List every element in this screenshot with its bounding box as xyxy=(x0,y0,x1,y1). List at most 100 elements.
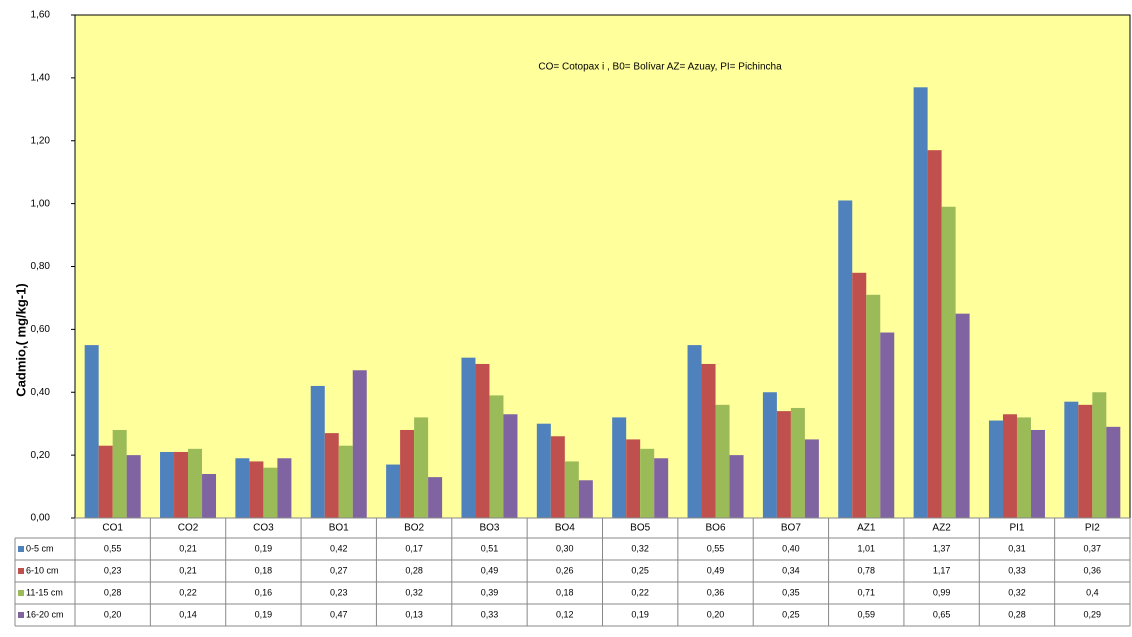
data-label: 0,28 xyxy=(405,565,423,575)
data-label: 0,12 xyxy=(556,609,574,619)
bar xyxy=(762,392,777,518)
bar xyxy=(626,439,641,518)
data-label: 0,20 xyxy=(707,609,725,619)
bar xyxy=(249,461,264,518)
y-tick-label: 0,20 xyxy=(31,450,51,461)
bar xyxy=(838,200,853,518)
data-label: 0,22 xyxy=(179,587,197,597)
data-label: 0,32 xyxy=(631,543,649,553)
legend-label: 11-15 cm xyxy=(26,587,63,597)
bar xyxy=(263,467,278,518)
bar xyxy=(235,458,250,518)
bar xyxy=(1016,417,1031,518)
legend-label: 6-10 cm xyxy=(26,565,59,575)
legend-key xyxy=(18,546,24,552)
data-label: 0,26 xyxy=(556,565,574,575)
x-tick-label: AZ2 xyxy=(932,523,951,534)
bar xyxy=(776,411,791,518)
bar xyxy=(852,272,867,518)
data-label: 0,20 xyxy=(104,609,122,619)
legend-label: 16-20 cm xyxy=(26,609,64,619)
bar xyxy=(927,150,942,518)
bar xyxy=(202,473,217,518)
bar xyxy=(1106,426,1121,518)
bar xyxy=(188,448,203,518)
data-label: 0,71 xyxy=(857,587,875,597)
bar xyxy=(913,87,928,519)
data-label: 0,14 xyxy=(179,609,197,619)
y-tick-label: 1,20 xyxy=(31,135,51,146)
y-axis-label: Cadmio,( mg/kg-1) xyxy=(13,283,28,396)
data-label: 0,35 xyxy=(782,587,800,597)
data-label: 0,27 xyxy=(330,565,348,575)
data-label: 0,17 xyxy=(405,543,423,553)
bar xyxy=(804,439,819,518)
data-label: 0,4 xyxy=(1086,587,1099,597)
data-label: 0,18 xyxy=(255,565,273,575)
data-label: 0,29 xyxy=(1084,609,1102,619)
data-label: 0,21 xyxy=(179,543,197,553)
data-label: 0,42 xyxy=(330,543,348,553)
bar xyxy=(701,363,716,518)
y-tick-label: 1,40 xyxy=(31,73,51,84)
data-label: 0,55 xyxy=(104,543,122,553)
x-tick-label: BO1 xyxy=(329,523,349,534)
data-label: 0,55 xyxy=(707,543,725,553)
data-label: 0,36 xyxy=(707,587,725,597)
data-label: 0,25 xyxy=(631,565,649,575)
plot-area xyxy=(74,14,1131,519)
x-tick-label: PI1 xyxy=(1009,523,1024,534)
data-label: 0,23 xyxy=(330,587,348,597)
bar xyxy=(654,458,669,518)
data-label: 0,19 xyxy=(255,609,273,619)
data-label: 0,47 xyxy=(330,609,348,619)
bar xyxy=(536,423,551,518)
data-label: 0,59 xyxy=(857,609,875,619)
data-label: 0,49 xyxy=(481,565,499,575)
bar xyxy=(310,385,325,518)
data-label: 0,31 xyxy=(1008,543,1026,553)
data-label: 0,40 xyxy=(782,543,800,553)
bar xyxy=(1092,392,1107,518)
y-tick-label: 1,00 xyxy=(31,198,51,209)
data-label: 0,19 xyxy=(631,609,649,619)
x-tick-label: AZ1 xyxy=(857,523,876,534)
bar xyxy=(550,436,565,518)
bar xyxy=(428,477,443,518)
bar xyxy=(880,332,895,518)
y-tick-label: 1,60 xyxy=(31,10,51,21)
data-label: 0,22 xyxy=(631,587,649,597)
bar xyxy=(790,407,805,518)
bar xyxy=(338,445,353,518)
data-label: 0,25 xyxy=(782,609,800,619)
data-label: 0,34 xyxy=(782,565,800,575)
data-label: 0,33 xyxy=(1008,565,1026,575)
bar xyxy=(324,433,339,518)
data-label: 0,16 xyxy=(255,587,273,597)
bar xyxy=(386,464,401,518)
bar xyxy=(866,294,881,518)
bar xyxy=(160,451,175,518)
bar xyxy=(174,451,189,518)
bar xyxy=(277,458,292,518)
data-label: 0,30 xyxy=(556,543,574,553)
bar xyxy=(400,429,415,518)
bar xyxy=(352,370,367,518)
data-label: 1,01 xyxy=(857,543,875,553)
data-label: 1,37 xyxy=(933,543,951,553)
x-tick-label: CO3 xyxy=(253,523,274,534)
data-label: 0,99 xyxy=(933,587,951,597)
data-label: 0,28 xyxy=(1008,609,1026,619)
x-tick-label: BO2 xyxy=(404,523,424,534)
data-label: 0,18 xyxy=(556,587,574,597)
y-tick-label: 0,60 xyxy=(31,324,51,335)
x-tick-label: BO5 xyxy=(630,523,650,534)
legend-key xyxy=(18,612,24,618)
data-label: 0,78 xyxy=(857,565,875,575)
bar xyxy=(461,357,476,518)
bar xyxy=(640,448,655,518)
bar xyxy=(1064,401,1079,518)
y-tick-label: 0,80 xyxy=(31,261,51,272)
data-label: 0,36 xyxy=(1084,565,1102,575)
